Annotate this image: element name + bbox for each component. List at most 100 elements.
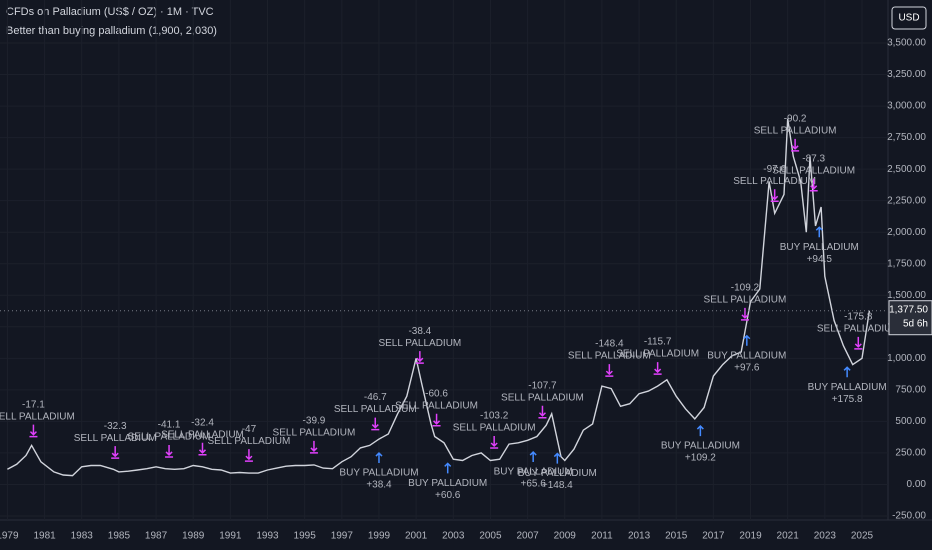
sell-label: SELL PALLADIUM — [501, 392, 584, 403]
sell-arrow — [29, 424, 38, 438]
x-tick-label: 2019 — [739, 531, 762, 542]
sell-change: -46.7 — [364, 392, 387, 403]
buy-label: BUY PALLADIUM — [339, 468, 418, 479]
sell-change: -60.6 — [425, 388, 448, 399]
sell-label: SELL PALLADIUM — [616, 349, 699, 360]
currency-button[interactable] — [891, 6, 927, 30]
buy-change: +65.6 — [521, 479, 547, 490]
sell-change: -148.4 — [595, 339, 624, 350]
x-tick-label: 2023 — [814, 531, 837, 542]
sell-label: SELL PALLADIUM — [334, 404, 417, 415]
buy-arrow — [843, 366, 851, 378]
buy-label: BUY PALLADIUM — [494, 467, 573, 478]
last-price-label: 1,377.50 — [889, 304, 928, 315]
sell-arrow — [490, 435, 499, 449]
last-price-box — [888, 300, 932, 336]
buy-change: +97.6 — [734, 362, 760, 373]
x-tick-label: 2005 — [479, 531, 502, 542]
sell-change: -41.1 — [158, 420, 181, 431]
buy-label: BUY PALLADIUM — [408, 478, 487, 489]
x-tick-label: 2017 — [702, 531, 725, 542]
y-tick-label: 1,500.00 — [887, 290, 926, 301]
x-tick-label: 1981 — [33, 531, 56, 542]
sell-label: SELL PALLADIUM — [733, 176, 816, 187]
sell-label: SELL PALLADIUM — [273, 428, 356, 439]
buy-label: BUY PALLADIUM — [707, 350, 786, 361]
buy-label: BUY PALLADIUM — [518, 468, 597, 479]
x-tick-label: 2015 — [665, 531, 688, 542]
buy-label: BUY PALLADIUM — [780, 242, 859, 253]
x-tick-label: 1987 — [145, 531, 168, 542]
y-tick-label: 0.00 — [907, 479, 927, 490]
sell-arrow — [165, 444, 174, 458]
y-tick-label: 500.00 — [895, 416, 926, 427]
x-tick-label: 1993 — [256, 531, 279, 542]
sell-arrow — [432, 413, 441, 427]
sell-label: SELL PALLADIUM — [754, 125, 837, 136]
y-tick-label: 1,000.00 — [887, 353, 926, 364]
sell-label: SELL PALLADIUM — [74, 433, 157, 444]
buy-change: +175.8 — [832, 394, 863, 405]
sell-change: -115.7 — [644, 337, 672, 348]
sell-arrow — [809, 178, 818, 192]
sell-label: SELL PALLADIUM — [772, 165, 855, 176]
x-tick-label: 2001 — [405, 531, 428, 542]
sell-change: -103.2 — [480, 411, 509, 422]
sell-label: SELL PALLADIUM — [568, 351, 651, 362]
currency-label[interactable]: USD — [898, 13, 919, 24]
sell-arrow — [791, 138, 800, 152]
buy-change: +38.4 — [366, 480, 392, 491]
price-line — [7, 118, 871, 477]
buy-arrow — [375, 451, 383, 464]
sell-change: -90.2 — [784, 113, 807, 124]
y-tick-label: -250.00 — [892, 511, 926, 522]
x-tick-label: 1985 — [108, 531, 131, 542]
sell-arrow — [653, 362, 662, 375]
y-tick-label: 2,250.00 — [887, 195, 926, 206]
chart-subtitle: Better than buying palladium (1,900, 2,0… — [6, 25, 217, 37]
sell-label: SELL PALLADIUM — [704, 294, 787, 305]
x-tick-label: 1999 — [368, 531, 391, 542]
sell-change: -47 — [242, 424, 257, 435]
x-tick-label: 2007 — [516, 531, 539, 542]
sell-label: SELL PALLADIUM — [378, 338, 461, 349]
y-tick-label: 2,000.00 — [887, 227, 926, 238]
buy-change: +109.2 — [685, 453, 716, 464]
sell-change: -175.8 — [844, 311, 873, 322]
chart-title: CFDs on Palladium (US$ / OZ) · 1M · TVC — [6, 6, 214, 18]
sell-change: -38.4 — [408, 326, 431, 337]
x-tick-label: 1989 — [182, 531, 205, 542]
x-tick-label: 1997 — [331, 531, 354, 542]
sell-arrow — [371, 417, 380, 431]
buy-change: +60.6 — [435, 490, 461, 501]
sell-label: SELL PALLADIUM — [817, 323, 900, 334]
y-tick-label: 3,500.00 — [887, 38, 926, 49]
x-tick-label: 2013 — [628, 531, 651, 542]
buy-arrow — [444, 462, 452, 474]
y-tick-label: 1,750.00 — [887, 258, 926, 269]
x-tick-label: 2021 — [777, 531, 800, 542]
y-tick-label: 3,000.00 — [887, 101, 926, 112]
buy-arrow — [553, 452, 561, 464]
sell-change: -97.6 — [763, 164, 786, 175]
sell-label: SELL PALLADIUM — [395, 400, 478, 411]
buy-arrow — [696, 425, 704, 437]
y-tick-label: 750.00 — [895, 385, 926, 396]
sell-change: -32.4 — [191, 417, 214, 428]
sell-arrow — [111, 446, 120, 459]
y-tick-label: 3,250.00 — [887, 69, 926, 80]
buy-arrow — [743, 334, 751, 346]
buy-change: +148.4 — [542, 480, 573, 491]
sell-label: SELL PALLADIUM — [128, 432, 211, 443]
sell-arrow — [309, 440, 318, 454]
sell-label: SELL PALLADIUM — [0, 411, 75, 422]
sell-change: -32.3 — [104, 421, 127, 432]
x-tick-label: 2009 — [554, 531, 577, 542]
x-tick-label: 2003 — [442, 531, 465, 542]
x-tick-label: 2025 — [851, 531, 874, 542]
x-tick-label: 1983 — [71, 531, 94, 542]
sell-arrow — [198, 442, 207, 456]
